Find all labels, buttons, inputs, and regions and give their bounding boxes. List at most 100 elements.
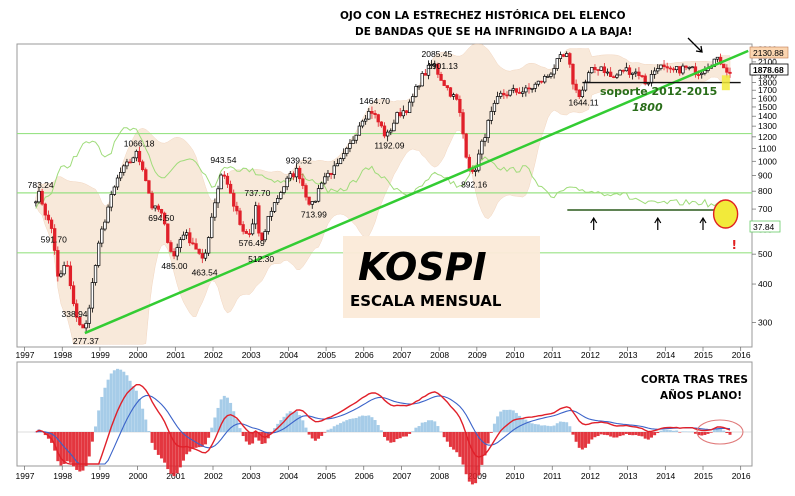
- candle: [527, 87, 531, 90]
- candle: [40, 190, 44, 205]
- candle: [338, 158, 343, 165]
- price-label: 1066.18: [124, 139, 155, 149]
- macd-histogram-bar: [533, 424, 537, 432]
- price-label: 463.54: [192, 267, 218, 277]
- macd-histogram-bar: [514, 412, 518, 432]
- x-tick-label: 2007: [392, 471, 411, 481]
- macd-histogram-bar: [546, 425, 550, 432]
- macd-histogram-bar: [304, 427, 308, 432]
- y-tick-label: 2100: [758, 57, 777, 67]
- macd-histogram-bar: [72, 432, 76, 467]
- macd-histogram-bar: [502, 409, 506, 432]
- macd-histogram-bar: [232, 411, 236, 432]
- x-tick-label: 2015: [694, 350, 713, 360]
- right-tag-box: [749, 220, 781, 233]
- macd-histogram-bar: [332, 426, 336, 432]
- annotations: OJO CON LA ESTRECHEZ HISTÓRICA DEL ELENC…: [340, 9, 748, 402]
- macd-histogram-bar: [524, 419, 528, 432]
- candle: [206, 237, 211, 254]
- candle: [200, 253, 204, 259]
- macd-histogram-bar: [631, 432, 635, 436]
- macd-histogram-bar: [584, 432, 588, 448]
- x-tick-label: 1997: [16, 350, 35, 360]
- macd-histogram-bar: [357, 416, 361, 432]
- candle: [238, 210, 242, 225]
- macd-histogram-bar: [552, 425, 556, 432]
- candle: [461, 112, 465, 135]
- macd-histogram-bar: [706, 432, 710, 434]
- candle: [483, 137, 487, 142]
- macd-histogram-bar: [103, 387, 107, 432]
- candle: [93, 265, 98, 283]
- candle: [360, 120, 365, 127]
- macd-histogram-bar: [527, 421, 531, 432]
- macd-histogram-bar: [693, 432, 697, 434]
- macd-histogram-bar: [106, 379, 110, 432]
- macd-histogram-bar: [609, 432, 613, 437]
- candle: [197, 248, 201, 254]
- candle: [411, 96, 415, 103]
- candle: [320, 182, 324, 189]
- y-tick-label: 1400: [758, 111, 777, 121]
- candle: [621, 69, 625, 72]
- price-label: 512.30: [248, 254, 274, 264]
- candle: [718, 56, 723, 65]
- candle: [448, 87, 453, 97]
- price-label: 1192.09: [374, 141, 404, 151]
- candle: [357, 125, 362, 136]
- candle: [71, 285, 76, 305]
- bandwidth-line: [35, 127, 731, 210]
- macd-histogram-bar: [675, 430, 679, 432]
- candle: [184, 232, 189, 236]
- macd-histogram-bar: [486, 432, 490, 444]
- candle: [43, 203, 47, 216]
- macd-histogram-bar: [430, 420, 434, 432]
- candle: [178, 239, 182, 248]
- candle: [103, 221, 107, 230]
- x-tick-label: 2006: [355, 350, 374, 360]
- price-label: 694.50: [148, 213, 174, 223]
- candle: [615, 74, 619, 78]
- macd-histogram-bar: [326, 429, 330, 432]
- macd-histogram-bar: [558, 421, 562, 432]
- macd-histogram-bar: [499, 411, 503, 432]
- annotation-arrow: [687, 37, 703, 53]
- candle: [326, 172, 330, 178]
- candle: [684, 65, 688, 68]
- macd-histogram-bar: [317, 432, 321, 439]
- macd-histogram-bar: [354, 417, 358, 432]
- candle: [279, 192, 283, 199]
- macd-histogram-bar: [361, 415, 365, 432]
- candle: [125, 161, 129, 167]
- macd-histogram-bar: [530, 423, 534, 432]
- right-tag-box: [749, 46, 789, 59]
- macd-histogram-bar: [628, 432, 631, 435]
- macd-histogram-bar: [470, 432, 474, 485]
- x-tick-label: 2004: [279, 471, 298, 481]
- macd-histogram-bar: [511, 410, 515, 432]
- candle: [106, 206, 110, 223]
- macd-histogram-bar: [260, 432, 264, 444]
- candle: [34, 201, 38, 204]
- candle: [511, 88, 515, 91]
- x-tick-label: 2013: [619, 471, 638, 481]
- macd-histogram-bar: [571, 432, 575, 435]
- macd-histogram-bar: [398, 432, 402, 439]
- candle: [568, 53, 572, 65]
- candle: [696, 74, 701, 76]
- candle: [250, 223, 255, 235]
- candle: [464, 133, 468, 158]
- macd-histogram-bar: [395, 432, 399, 440]
- right-tag: 37.84: [753, 222, 775, 232]
- macd-histogram-bar: [414, 427, 418, 432]
- x-tick-label: 2015: [694, 471, 713, 481]
- up-arrow: [590, 216, 598, 230]
- macd-histogram-bar: [172, 432, 176, 477]
- candle: [546, 76, 550, 78]
- candle: [232, 192, 236, 207]
- macd-histogram-bar: [200, 432, 204, 447]
- macd-histogram-bar: [84, 432, 88, 466]
- candle: [90, 282, 95, 309]
- candle: [241, 224, 245, 232]
- macd-histogram-bar: [310, 432, 314, 439]
